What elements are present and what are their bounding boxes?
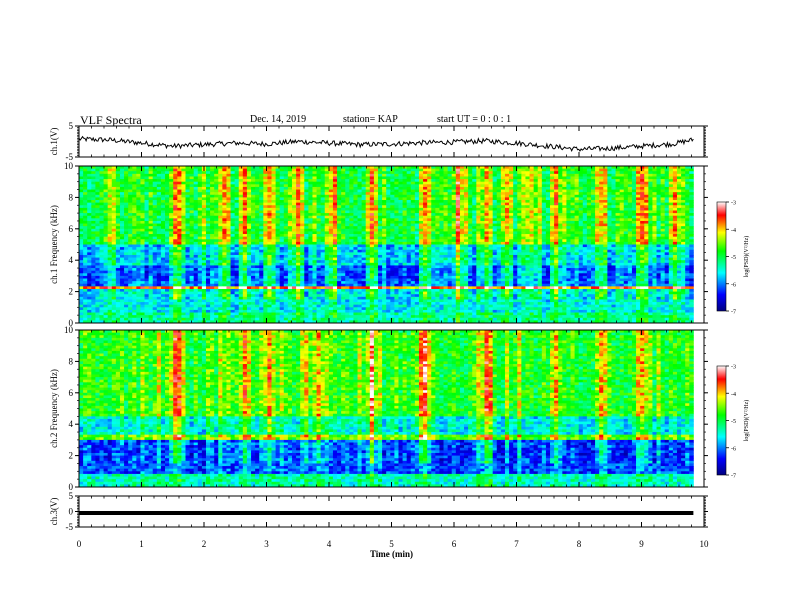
colorbar-1 xyxy=(716,201,727,312)
y-tick-label: 0 xyxy=(69,507,74,517)
y-tick-label: 8 xyxy=(69,356,74,366)
colorbar-tick-label: -6 xyxy=(731,446,736,452)
colorbar-tick-label: -5 xyxy=(731,255,736,261)
x-tick-label: 7 xyxy=(514,539,519,549)
station-label: station= KAP xyxy=(343,114,398,125)
y-tick-label: 5 xyxy=(69,491,74,501)
colorbar-label: log(PSD)(V²/Hz) xyxy=(743,400,750,441)
y-tick-label: 8 xyxy=(69,192,74,202)
x-tick-label: 3 xyxy=(264,539,269,549)
y-tick-label: 4 xyxy=(69,255,74,265)
y-tick-label: 0 xyxy=(69,318,74,328)
x-tick-label: 1 xyxy=(139,539,144,549)
colorbar-2 xyxy=(716,365,727,476)
x-axis-label: Time (min) xyxy=(370,549,413,559)
start-time-label: start UT = 0 : 0 : 1 xyxy=(437,114,512,125)
x-tick-label: 10 xyxy=(700,539,710,549)
x-tick-label: 4 xyxy=(327,539,332,549)
y-tick-label: 10 xyxy=(64,161,74,171)
ch2-freq-axis-label: ch.2 Frequency (kHz) xyxy=(49,369,59,448)
colorbar-label: log(PSD)(V²/Hz) xyxy=(743,236,750,277)
x-tick-label: 8 xyxy=(577,539,582,549)
colorbar-tick-label: -7 xyxy=(731,474,736,480)
colorbar-tick-label: -3 xyxy=(731,365,736,371)
x-tick-label: 0 xyxy=(77,539,82,549)
colorbar-tick-label: -4 xyxy=(731,228,736,234)
date-label: Dec. 14, 2019 xyxy=(250,114,307,125)
ch1-freq-axis-label: ch.1 Frequency (kHz) xyxy=(49,205,59,284)
x-tick-label: 2 xyxy=(202,539,207,549)
colorbar-tick-label: -5 xyxy=(731,419,736,425)
y-tick-label: 2 xyxy=(69,451,74,461)
y-tick-label: 2 xyxy=(69,287,74,297)
y-tick-label: 6 xyxy=(69,224,74,234)
y-tick-label: -5 xyxy=(66,522,74,532)
y-tick-label: -5 xyxy=(66,152,74,162)
y-tick-label: 4 xyxy=(69,419,74,429)
x-tick-label: 9 xyxy=(639,539,644,549)
waveform-line xyxy=(78,135,694,153)
y-tick-label: 0 xyxy=(69,482,74,492)
x-tick-label: 6 xyxy=(452,539,457,549)
spectrogram-2 xyxy=(79,330,694,488)
y-tick-label: 5 xyxy=(69,121,74,131)
colorbar-tick-label: -7 xyxy=(731,310,736,316)
x-tick-label: 5 xyxy=(389,539,394,549)
ch3-y-axis-label: ch.3(V) xyxy=(49,498,59,526)
y-tick-label: 10 xyxy=(64,325,74,335)
chart-title: VLF Spectra xyxy=(80,113,142,127)
y-tick-label: 6 xyxy=(69,388,74,398)
spectrogram-1 xyxy=(79,166,694,324)
colorbar-tick-label: -6 xyxy=(731,282,736,288)
colorbar-tick-label: -3 xyxy=(731,201,736,207)
ch1-y-axis-label: ch.1(V) xyxy=(49,128,59,156)
colorbar-tick-label: -4 xyxy=(731,392,736,398)
